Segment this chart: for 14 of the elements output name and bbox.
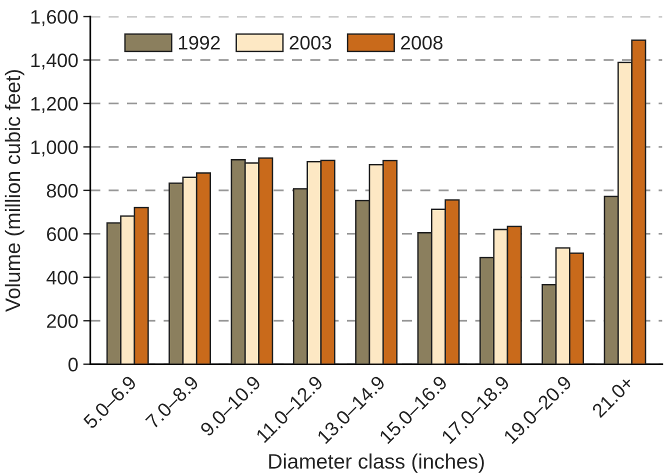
y-tick-label: 800 <box>46 184 78 198</box>
legend-label: 2008 <box>401 36 442 50</box>
y-tick-label: 1,400 <box>31 53 78 70</box>
legend-label: 2003 <box>290 36 332 50</box>
y-tick-label: 1,600 <box>31 10 78 26</box>
y-tick-label: 1,200 <box>31 96 78 114</box>
y-tick-label: 200 <box>47 314 78 328</box>
y-axis-title: Volume (million cubic feet) <box>4 70 24 312</box>
y-tick-label: 0 <box>68 358 78 372</box>
y-tick-label: 600 <box>47 227 78 242</box>
x-axis-title: Diameter class (inches) <box>269 453 484 473</box>
legend-label: 1992 <box>178 36 220 50</box>
y-tick-label: 1,000 <box>31 140 78 156</box>
y-tick-label: 400 <box>46 270 78 285</box>
